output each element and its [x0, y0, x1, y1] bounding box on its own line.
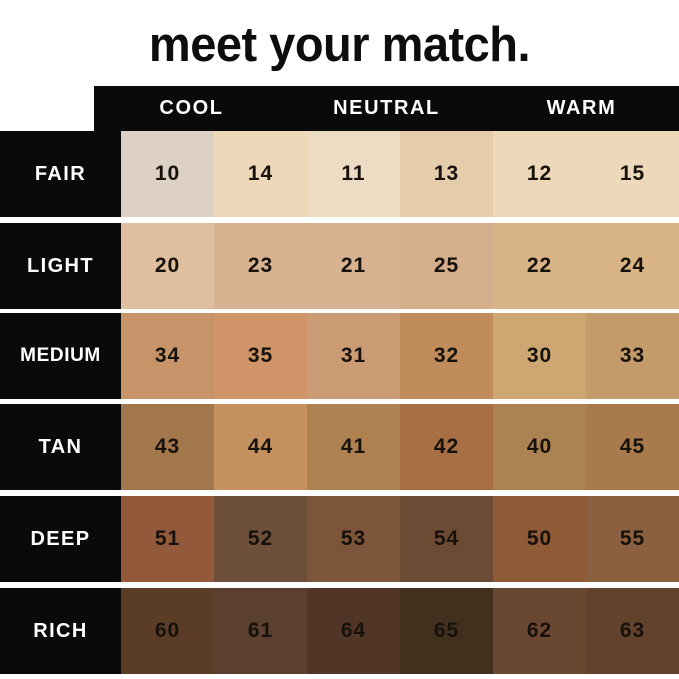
swatch-group: 34 35 31 32 30 33	[121, 313, 679, 399]
row-label-rich: RICH	[0, 588, 121, 674]
shade-swatch[interactable]: 13	[400, 131, 493, 217]
column-group-header-warm: WARM	[546, 97, 617, 119]
shade-swatch[interactable]: 31	[307, 313, 400, 399]
shade-swatch[interactable]: 25	[400, 223, 493, 309]
shade-swatch[interactable]: 53	[307, 496, 400, 582]
shade-number: 32	[433, 344, 460, 367]
shade-number: 30	[526, 344, 553, 367]
shade-number: 52	[247, 527, 274, 550]
shade-number: 63	[619, 619, 646, 642]
shade-number: 12	[526, 162, 553, 185]
shade-number: 40	[526, 435, 553, 458]
shade-swatch[interactable]: 20	[121, 223, 214, 309]
shade-swatch[interactable]: 21	[307, 223, 400, 309]
shade-number: 65	[433, 619, 460, 642]
undertone-header-row: COOL NEUTRAL WARM	[94, 86, 679, 131]
shade-row: FAIR 10 14 11 13 12 15	[0, 131, 679, 217]
shade-swatch[interactable]: 23	[214, 223, 307, 309]
shade-swatch[interactable]: 60	[121, 588, 214, 674]
shade-number: 13	[433, 162, 460, 185]
swatch-group: 51 52 53 54 50 55	[121, 496, 679, 582]
row-label-tan: TAN	[0, 404, 121, 490]
shade-swatch[interactable]: 45	[586, 404, 679, 490]
shade-swatch[interactable]: 10	[121, 131, 214, 217]
shade-number: 34	[154, 344, 181, 367]
shade-number: 11	[341, 162, 366, 185]
page-title-bar: meet your match.	[0, 0, 679, 86]
shade-number: 35	[247, 344, 274, 367]
shade-number: 33	[619, 344, 646, 367]
shade-number: 22	[526, 254, 553, 277]
shade-number: 55	[619, 527, 646, 550]
shade-swatch[interactable]: 63	[586, 588, 679, 674]
shade-number: 21	[340, 254, 367, 277]
shade-number: 44	[247, 435, 274, 458]
swatch-group: 10 14 11 13 12 15	[121, 131, 679, 217]
shade-number: 14	[247, 162, 274, 185]
row-label-deep: DEEP	[0, 496, 121, 582]
shade-swatch[interactable]: 34	[121, 313, 214, 399]
row-label-light: LIGHT	[0, 223, 121, 309]
shade-swatch[interactable]: 14	[214, 131, 307, 217]
shade-number: 43	[154, 435, 181, 458]
shade-number: 64	[340, 619, 367, 642]
shade-swatch[interactable]: 52	[214, 496, 307, 582]
swatch-group: 20 23 21 25 22 24	[121, 223, 679, 309]
row-label-medium: MEDIUM	[0, 313, 121, 399]
shade-number: 51	[154, 527, 181, 550]
row-label-fair: FAIR	[0, 131, 121, 217]
shade-swatch[interactable]: 55	[586, 496, 679, 582]
shade-swatch[interactable]: 51	[121, 496, 214, 582]
shade-swatch[interactable]: 15	[586, 131, 679, 217]
shade-number: 42	[433, 435, 460, 458]
shade-number: 24	[619, 254, 646, 277]
shade-number: 62	[526, 619, 553, 642]
shade-row: RICH 60 61 64 65 62 63	[0, 588, 679, 674]
shade-swatch[interactable]: 50	[493, 496, 586, 582]
shade-swatch[interactable]: 44	[214, 404, 307, 490]
shade-number: 54	[433, 527, 460, 550]
column-group-header-cool: COOL	[159, 97, 224, 119]
shade-swatch[interactable]: 61	[214, 588, 307, 674]
swatch-group: 60 61 64 65 62 63	[121, 588, 679, 674]
shade-swatch[interactable]: 33	[586, 313, 679, 399]
shade-swatch[interactable]: 41	[307, 404, 400, 490]
shade-swatch[interactable]: 30	[493, 313, 586, 399]
shade-row: LIGHT 20 23 21 25 22 24	[0, 223, 679, 309]
shade-swatch[interactable]: 35	[214, 313, 307, 399]
shade-swatch[interactable]: 12	[493, 131, 586, 217]
shade-number: 15	[619, 162, 646, 185]
shade-swatch[interactable]: 65	[400, 588, 493, 674]
shade-number: 10	[154, 162, 181, 185]
shade-number: 50	[526, 527, 553, 550]
column-group-header-neutral: NEUTRAL	[333, 97, 440, 119]
shade-swatch[interactable]: 40	[493, 404, 586, 490]
shade-row: DEEP 51 52 53 54 50 55	[0, 496, 679, 582]
shade-number: 45	[619, 435, 646, 458]
shade-swatch[interactable]: 62	[493, 588, 586, 674]
swatch-group: 43 44 41 42 40 45	[121, 404, 679, 490]
shade-swatch[interactable]: 24	[586, 223, 679, 309]
shade-swatch[interactable]: 43	[121, 404, 214, 490]
shade-swatch[interactable]: 32	[400, 313, 493, 399]
shade-number: 23	[247, 254, 274, 277]
shade-number: 61	[247, 619, 274, 642]
shade-row: MEDIUM 34 35 31 32 30 33	[0, 313, 679, 399]
shade-number: 53	[340, 527, 367, 550]
shade-swatch[interactable]: 54	[400, 496, 493, 582]
shade-swatch[interactable]: 11	[307, 131, 400, 217]
shade-number: 41	[340, 435, 367, 458]
shade-number: 31	[340, 344, 367, 367]
shade-swatch[interactable]: 22	[493, 223, 586, 309]
shade-number: 25	[433, 254, 460, 277]
shade-swatch[interactable]: 64	[307, 588, 400, 674]
shade-number: 60	[154, 619, 181, 642]
shade-row: TAN 43 44 41 42 40 45	[0, 404, 679, 490]
page-title: meet your match.	[148, 15, 531, 71]
shade-swatch[interactable]: 42	[400, 404, 493, 490]
shade-number: 20	[154, 254, 181, 277]
